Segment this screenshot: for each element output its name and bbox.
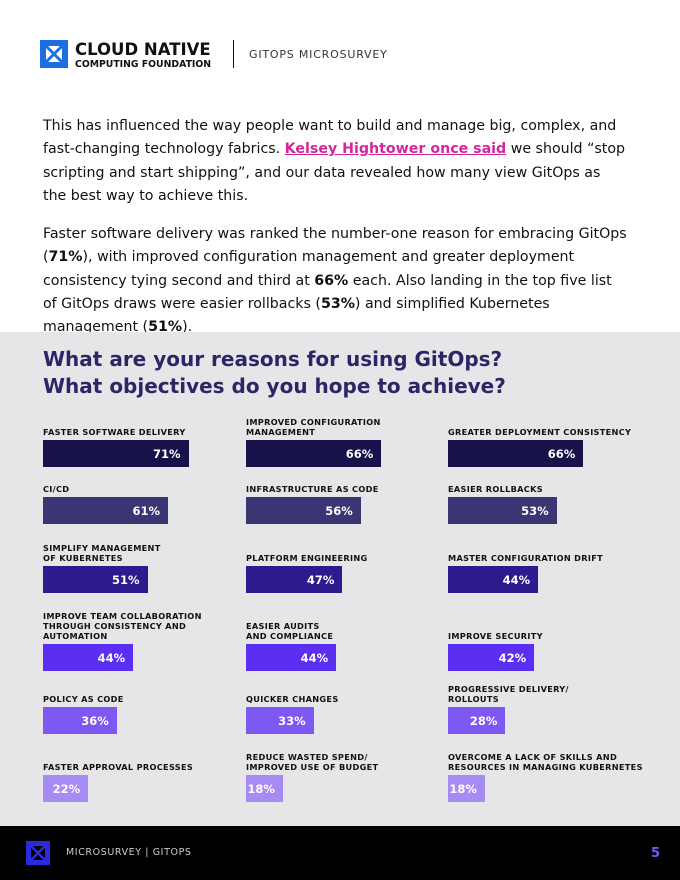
bar-label: MASTER CONFIGURATION DRIFT [448,553,603,563]
bar-item: OVERCOME A LACK OF SKILLS AND RESOURCES … [448,715,648,802]
bar-item: FASTER APPROVAL PROCESSES 22% [43,715,243,802]
bar: 66% [246,440,382,467]
bar-item: IMPROVE TEAM COLLABORATION THROUGH CONSI… [43,584,243,671]
value-label: 47% [306,572,335,587]
bar-item: GREATER DEPLOYMENT CONSISTENCY 66% [448,380,648,467]
bar-label: POLICY AS CODE [43,694,124,704]
bar: 22% [43,775,89,802]
bar: 71% [43,440,189,467]
bar: 18% [448,775,485,802]
chart-title: What are your reasons for using GitOps? … [43,347,506,398]
bar: 66% [448,440,584,467]
bar: 51% [43,566,148,593]
footer [0,826,680,880]
logo-icon [40,40,68,68]
value-label: 18% [449,781,477,796]
bar-item: INFRASTRUCTURE AS CODE 56% [246,437,446,524]
bar-item: POLICY AS CODE 36% [43,647,243,734]
bar-label: IMPROVE TEAM COLLABORATION THROUGH CONSI… [43,611,202,641]
bar-label: CI/CD [43,484,70,494]
bar: 56% [246,497,361,524]
text: ). [182,319,193,336]
bar-label: FASTER SOFTWARE DELIVERY [43,427,186,437]
bar-label: OVERCOME A LACK OF SKILLS AND RESOURCES … [448,752,643,772]
value-label: 51% [112,572,140,587]
bar: 44% [448,566,539,593]
value-label: 33% [278,713,306,728]
text: Faster software delivery was ranked the … [43,226,627,266]
value-label: 36% [81,713,109,728]
bar: 61% [43,497,169,524]
logo-text: COMPUTING FOUNDATION [75,59,212,70]
value-label: 61% [132,503,161,518]
bar-item: SIMPLIFY MANAGEMENT OF KUBERNETES 51% [43,506,243,593]
bar-label: IMPROVE SECURITY [448,631,543,641]
divider [233,40,234,68]
footer-icon [26,841,50,865]
value-label: 28% [469,713,498,728]
footer-text: MICROSURVEY | GITOPS [66,847,192,858]
value-label: 18% [247,781,275,796]
bar-item: PLATFORM ENGINEERING 47% [246,506,446,593]
bar: 36% [43,707,117,734]
bar-item: EASIER AUDITS AND COMPLIANCE 44% [246,584,446,671]
bar: 33% [246,707,314,734]
value-label: 22% [52,781,81,796]
link[interactable]: Kelsey Hightower once said [284,141,507,158]
value-label: 44% [300,650,329,665]
bold-text: 51% [148,319,183,336]
bar-item: CI/CD 61% [43,437,243,524]
value-label: 56% [325,503,353,518]
bar: 28% [448,707,506,734]
bar-item: IMPROVE SECURITY 42% [448,584,648,671]
section-label: GITOPS MICROSURVEY [249,48,388,61]
paragraph: This has influenced the way people want … [43,115,628,208]
bar-item: FASTER SOFTWARE DELIVERY 71% [43,380,243,467]
bar-item: PROGRESSIVE DELIVERY/ ROLLOUTS 28% [448,647,648,734]
bar-item: EASIER ROLLBACKS 53% [448,437,648,524]
value-label: 71% [153,446,181,461]
bar-label: IMPROVED CONFIGURATION MANAGEMENT [246,417,381,437]
bar-label: GREATER DEPLOYMENT CONSISTENCY [448,427,632,437]
bold-text: 66% [314,272,349,289]
bar-label: INFRASTRUCTURE AS CODE [246,484,379,494]
bold-text: 71% [48,249,83,266]
bar-label: REDUCE WASTED SPEND/ IMPROVED USE OF BUD… [246,752,379,772]
text: ), with improved configuration managemen… [43,249,575,289]
bar-label: SIMPLIFY MANAGEMENT OF KUBERNETES [43,543,161,563]
bar-label: QUICKER CHANGES [246,694,339,704]
value-label: 44% [502,572,531,587]
bar-label: PROGRESSIVE DELIVERY/ ROLLOUTS [448,684,569,704]
bar: 44% [43,644,134,671]
logo-text: CLOUD NATIVE [75,40,211,59]
bar-label: EASIER ROLLBACKS [448,484,543,494]
bar: 53% [448,497,557,524]
value-label: 66% [547,446,576,461]
page-number: 5 [650,846,660,861]
bar: 44% [246,644,337,671]
bar-label: EASIER AUDITS AND COMPLIANCE [246,621,334,641]
text: This has influenced the way people want … [43,118,617,158]
bar-label: PLATFORM ENGINEERING [246,553,368,563]
bar-item: REDUCE WASTED SPEND/ IMPROVED USE OF BUD… [246,715,446,802]
value-label: 66% [345,446,374,461]
bar-item: MASTER CONFIGURATION DRIFT 44% [448,506,648,593]
text: we should “stop scripting and start ship… [43,141,626,204]
bar: 47% [246,566,343,593]
text: ) and simplified Kubernetes management ( [43,295,550,336]
paragraph: Faster software delivery was ranked the … [43,223,628,339]
bar-item: QUICKER CHANGES 33% [246,647,446,734]
bar-item: IMPROVED CONFIGURATION MANAGEMENT 66% [246,380,446,467]
text: each. Also landing in the top five list … [43,272,612,312]
value-label: 44% [97,650,126,665]
value-label: 42% [498,650,527,665]
value-label: 53% [521,503,549,518]
bar: 18% [246,775,283,802]
bold-text: 53% [320,295,355,312]
bar: 42% [448,644,535,671]
bar-label: FASTER APPROVAL PROCESSES [43,762,194,772]
